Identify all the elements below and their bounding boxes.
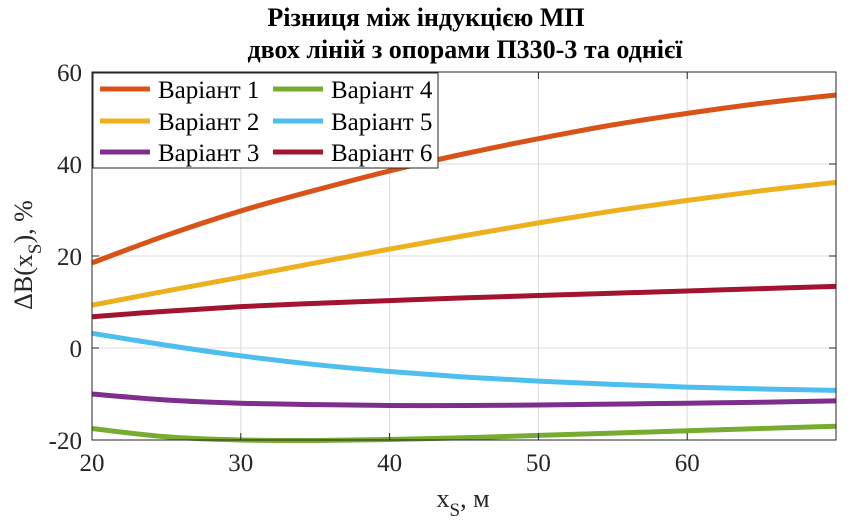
x-tick-label: 30 — [228, 450, 253, 477]
legend-box — [92, 72, 439, 169]
y-axis-label: ΔB(xS), % — [9, 200, 46, 310]
series-line-5 — [91, 330, 837, 393]
series-line-3 — [91, 391, 837, 409]
legend-label: Варіант 3 — [158, 140, 259, 167]
x-tick-label: 60 — [675, 450, 700, 477]
axis-ticks: 20 30 40 50 60 -20 0 20 40 60 — [49, 60, 836, 477]
y-tick-label: 0 — [70, 336, 83, 363]
legend-label: Варіант 5 — [331, 109, 432, 136]
x-tick-label: 50 — [526, 450, 551, 477]
x-tick-label: 40 — [377, 450, 402, 477]
y-tick-label: 20 — [57, 244, 82, 271]
legend-label: Варіант 4 — [331, 77, 433, 104]
series-line-4 — [91, 423, 837, 444]
legend-label: Варіант 1 — [158, 77, 259, 104]
x-axis-label: xS, м — [436, 484, 489, 521]
series-line-1 — [91, 92, 837, 266]
legend-label: Варіант 6 — [331, 140, 432, 167]
chart-title-line1: Різниця між індукцією МП — [267, 3, 584, 32]
y-tick-label: -20 — [49, 428, 82, 455]
series-lines — [91, 92, 837, 444]
legend: Варіант 1 Варіант 2 Варіант 3 Варіант 4 Варі… — [92, 72, 439, 169]
series-line-6 — [91, 283, 837, 320]
legend-label: Варіант 2 — [158, 109, 259, 136]
y-tick-label: 40 — [57, 152, 82, 179]
y-tick-label: 60 — [57, 60, 82, 87]
x-tick-label: 20 — [80, 450, 105, 477]
chart-title-line2: двох ліній з опорами П330-3 та однієї — [248, 35, 684, 64]
series-line-2 — [91, 179, 837, 308]
